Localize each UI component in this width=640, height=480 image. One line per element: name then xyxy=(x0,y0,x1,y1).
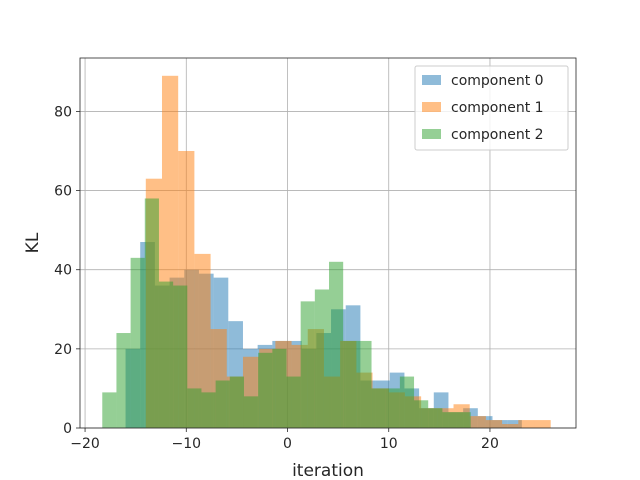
series-2-bars xyxy=(102,198,471,428)
histogram-bar xyxy=(385,388,400,428)
histogram-bar xyxy=(485,420,503,428)
legend-swatch xyxy=(422,75,441,85)
histogram-bar xyxy=(130,257,145,428)
histogram-bar xyxy=(158,281,174,428)
histogram-bar xyxy=(102,392,117,428)
legend-label: component 2 xyxy=(451,127,544,143)
histogram-bar xyxy=(258,352,273,428)
legend-frame xyxy=(414,65,569,151)
histogram-bar xyxy=(534,420,551,428)
x-tick-label: −10 xyxy=(172,436,202,452)
histogram-bar xyxy=(300,301,315,428)
histogram-bar xyxy=(194,253,211,428)
histogram-bar xyxy=(456,412,471,428)
y-tick-label: 0 xyxy=(63,421,72,437)
histogram-bar xyxy=(414,400,429,428)
histogram-bar xyxy=(272,348,287,428)
histogram-bar xyxy=(502,424,519,428)
y-tick-label: 40 xyxy=(54,263,72,279)
histogram-bar xyxy=(442,412,457,428)
histogram-bar xyxy=(144,198,159,428)
histogram-bar xyxy=(428,408,443,428)
y-tick-label: 20 xyxy=(54,342,72,358)
histogram-bar xyxy=(229,376,244,428)
legend-label: component 1 xyxy=(451,100,544,116)
histogram-bar xyxy=(201,392,216,428)
histogram-bar xyxy=(286,376,301,428)
x-tick-label: −20 xyxy=(70,436,100,452)
x-tick-label: 0 xyxy=(283,436,292,452)
histogram-bar xyxy=(329,261,344,428)
legend: component 0 component 1 component 2 xyxy=(414,65,569,151)
histogram-bar xyxy=(399,376,415,428)
legend-label: component 0 xyxy=(451,73,544,89)
x-axis-ticks: −20 −10 0 10 20 xyxy=(70,428,499,452)
x-axis-title: iteration xyxy=(292,461,364,480)
histogram-bar xyxy=(469,416,486,428)
legend-swatch xyxy=(422,129,441,139)
histogram-bar xyxy=(314,289,330,428)
y-tick-label: 60 xyxy=(54,184,72,200)
x-tick-label: 10 xyxy=(380,436,398,452)
x-tick-label: 20 xyxy=(481,436,499,452)
histogram-bar xyxy=(243,396,259,428)
histogram-bar xyxy=(187,388,202,428)
y-axis-title: KL xyxy=(23,232,43,253)
histogram-bar xyxy=(173,285,188,428)
histogram-bar xyxy=(116,333,131,428)
histogram-bar xyxy=(357,340,372,428)
histogram-bar xyxy=(215,380,230,428)
histogram-bar xyxy=(343,340,358,428)
y-axis-ticks: 0 20 40 60 80 xyxy=(54,104,80,437)
y-tick-label: 80 xyxy=(54,104,72,120)
histogram-bar xyxy=(371,388,386,428)
legend-swatch xyxy=(422,102,441,112)
histogram-bars xyxy=(102,75,551,428)
plot-frame xyxy=(79,57,577,429)
histogram-bar xyxy=(518,420,535,428)
